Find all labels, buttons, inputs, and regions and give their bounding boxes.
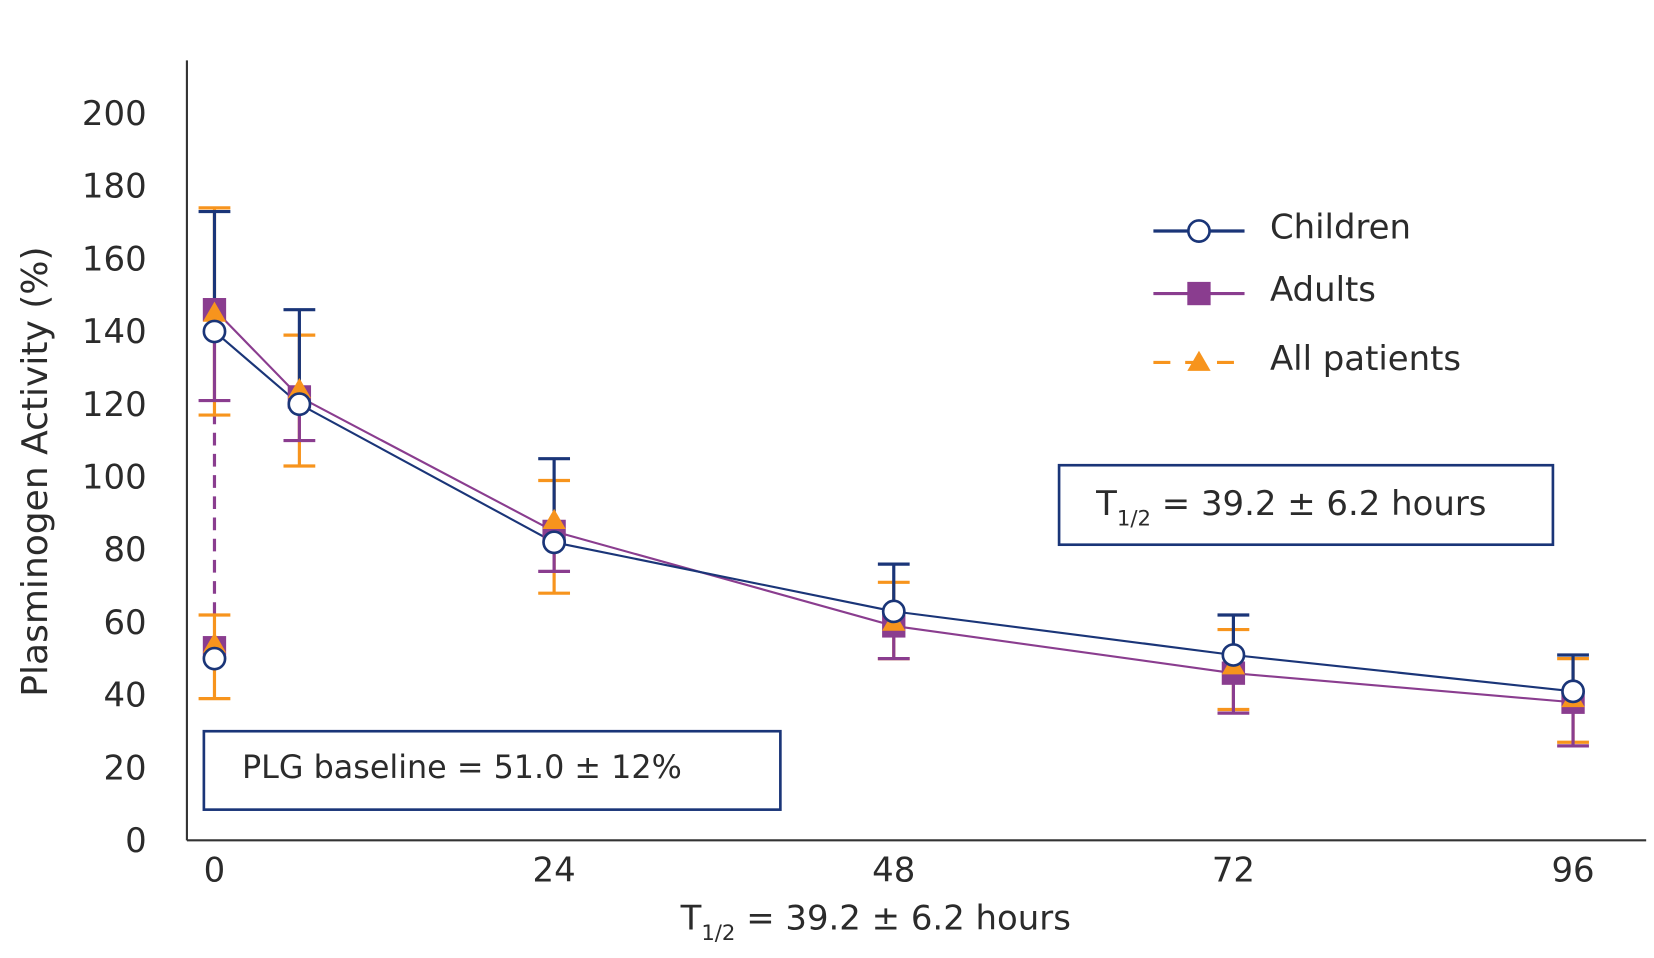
legend-item-all-patients: All patients bbox=[1153, 339, 1461, 378]
y-tick-label: 40 bbox=[103, 676, 146, 715]
x-axis-label: T1/2 = 39.2 ± 6.2 hours bbox=[680, 898, 1071, 945]
half-life-box: T1/2 = 39.2 ± 6.2 hours bbox=[1057, 463, 1555, 547]
data-point-all-patients bbox=[287, 377, 312, 399]
y-tick-label: 20 bbox=[103, 748, 146, 787]
y-tick-label: 60 bbox=[103, 603, 146, 642]
x-tick-label: 72 bbox=[1212, 851, 1255, 890]
axes bbox=[185, 60, 1647, 842]
plot-area bbox=[198, 206, 1589, 748]
x-tick-label: 24 bbox=[533, 851, 576, 890]
legend-label: All patients bbox=[1270, 339, 1461, 378]
half-life-text: T1/2 = 39.2 ± 6.2 hours bbox=[1095, 484, 1486, 531]
data-point-all-patients bbox=[202, 301, 227, 322]
x-tick-labels: 0 24 48 72 96 bbox=[204, 851, 1595, 890]
data-point-all-patients bbox=[542, 508, 566, 529]
data-point-children bbox=[542, 530, 567, 555]
y-tick-label: 0 bbox=[125, 821, 147, 860]
x-tick-label: 0 bbox=[204, 851, 226, 890]
data-point-children bbox=[881, 599, 906, 624]
data-point-children bbox=[1221, 643, 1246, 667]
legend-item-adults: Adults bbox=[1153, 270, 1376, 309]
data-point-children bbox=[1561, 679, 1585, 704]
x-tick-label: 96 bbox=[1551, 851, 1594, 890]
y-tick-label: 80 bbox=[103, 530, 146, 569]
data-point-children bbox=[287, 392, 312, 417]
baseline-box: PLG baseline = 51.0 ± 12% bbox=[202, 729, 782, 811]
y-tick-labels: 0 20 40 60 80 100 120 140 160 180 200 bbox=[82, 94, 147, 860]
legend-item-children: Children bbox=[1153, 207, 1411, 246]
half-life-box-border bbox=[1057, 463, 1555, 547]
legend-marker bbox=[1187, 281, 1211, 306]
y-tick-label: 100 bbox=[82, 458, 147, 497]
data-point-all-patients bbox=[202, 632, 227, 653]
series-line-adults bbox=[213, 308, 1574, 704]
legend: Children Adults All patients bbox=[1153, 207, 1461, 378]
series-line-children bbox=[213, 330, 1574, 693]
baseline-box-border bbox=[202, 729, 782, 811]
y-tick-label: 120 bbox=[82, 385, 147, 424]
legend-label: Children bbox=[1270, 207, 1411, 246]
y-tick-label: 140 bbox=[82, 312, 147, 351]
y-axis-label: Plasminogen Activity (%) bbox=[15, 246, 56, 696]
legend-marker bbox=[1187, 219, 1211, 243]
y-tick-label: 200 bbox=[82, 94, 147, 133]
data-point-children bbox=[202, 646, 227, 671]
baseline-text: PLG baseline = 51.0 ± 12% bbox=[242, 749, 682, 786]
x-tick-label: 48 bbox=[872, 851, 915, 890]
legend-marker bbox=[1187, 350, 1211, 371]
legend-label: Adults bbox=[1270, 270, 1376, 309]
data-point-children bbox=[202, 319, 227, 344]
y-tick-label: 180 bbox=[82, 167, 147, 206]
y-tick-label: 160 bbox=[82, 239, 147, 278]
